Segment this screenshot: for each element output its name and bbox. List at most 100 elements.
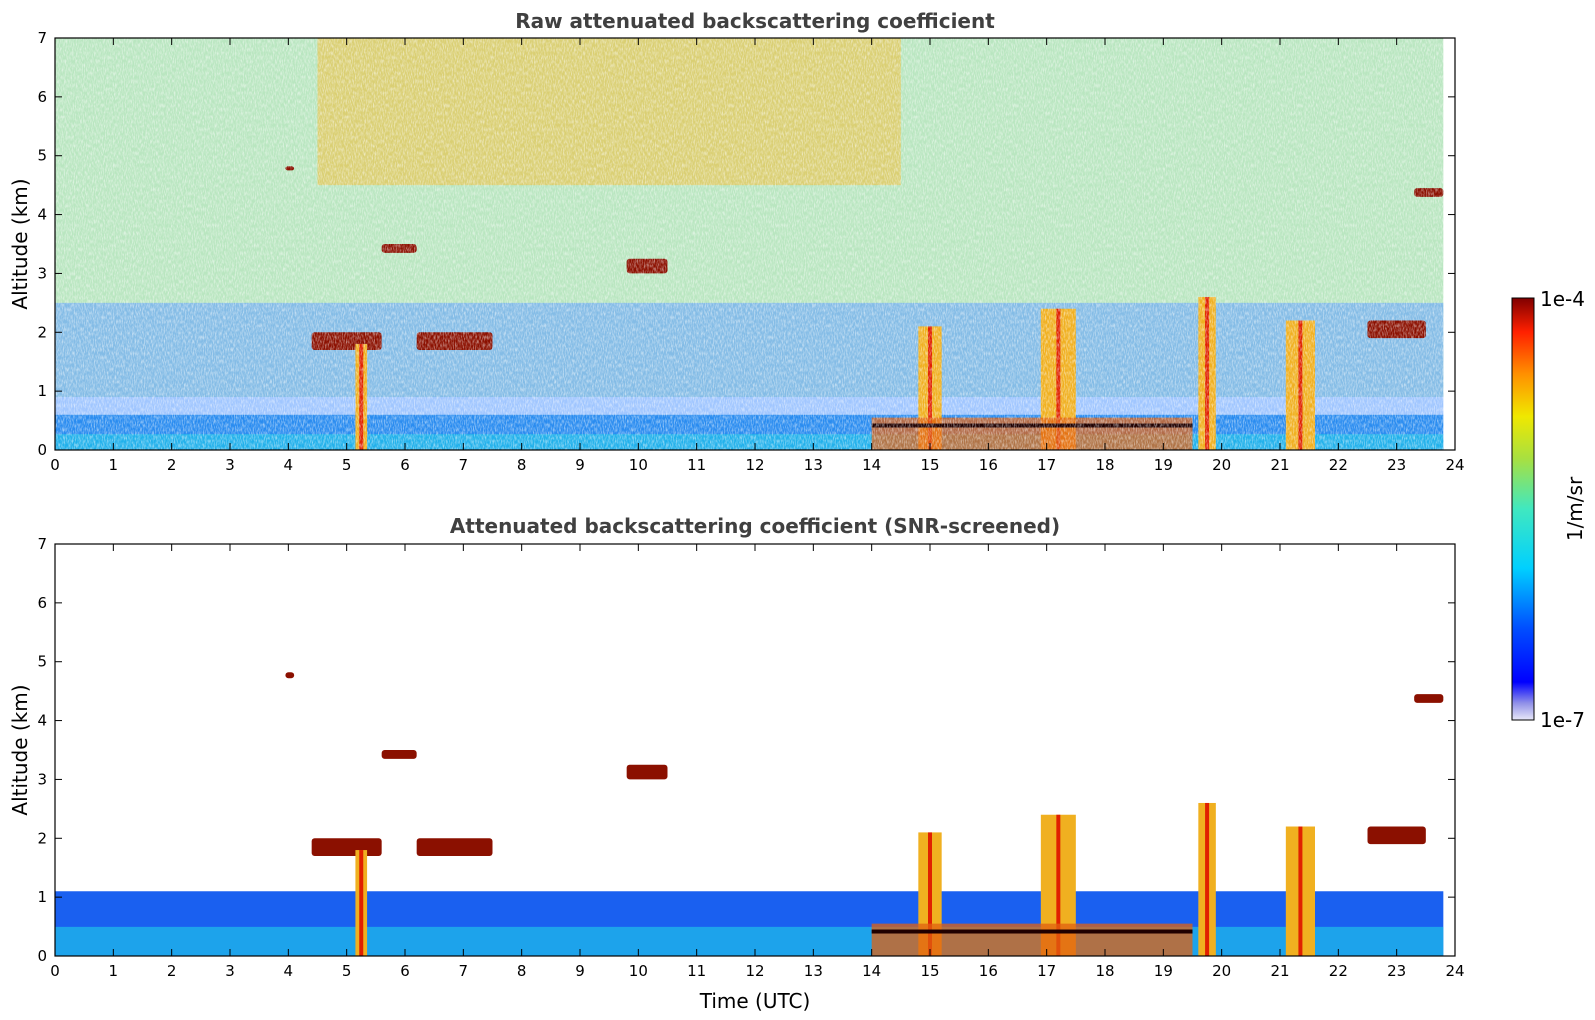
y-tick-label: 3 [37,770,47,788]
cloud-mark [1367,826,1426,845]
x-tick-label: 11 [687,456,706,474]
y-tick-label: 6 [37,88,47,106]
x-tick-label: 8 [517,456,527,474]
precip-core-mark [1205,802,1210,956]
x-tick-label: 10 [629,962,648,980]
panel-raw-plot-area [55,38,1455,450]
x-tick-label: 23 [1387,456,1406,474]
y-tick-label: 0 [37,441,47,459]
y-tick-label: 2 [37,323,47,341]
x-tick-label: 21 [1270,962,1289,980]
colorbar-max-label: 1e-4 [1540,287,1585,311]
x-tick-label: 1 [109,456,119,474]
cloud-mark [311,838,382,856]
x-tick-label: 19 [1154,456,1173,474]
x-tick-label: 12 [745,962,764,980]
y-tick-label: 7 [37,535,47,553]
x-tick-label: 6 [400,456,410,474]
x-tick-label: 5 [342,962,352,980]
x-tick-label: 20 [1212,456,1231,474]
x-tick-label: 15 [920,962,939,980]
y-tick-label: 0 [37,947,47,965]
panel-screened-ticks: 0 1 2 3 4 5 6 7 8 9 10 11 12 13 14 15 16 17 18 19 20 21 22 23 24… [37,535,1464,980]
x-tick-label: 19 [1154,962,1173,980]
x-tick-label: 7 [459,456,469,474]
low-cloud-top [871,929,1193,934]
colorbar-unit-label: 1/m/sr [1563,476,1587,541]
x-tick-label: 2 [167,962,177,980]
x-tick-label: 1 [109,962,119,980]
cloud-mark [416,838,493,856]
x-tick-label: 23 [1387,962,1406,980]
x-tick-label: 3 [225,456,235,474]
x-tick-label: 5 [342,456,352,474]
x-tick-label: 6 [400,962,410,980]
panel-screened-title: Attenuated backscattering coefficient (S… [450,514,1060,538]
precip-core-mark [928,832,932,956]
x-tick-label: 20 [1212,962,1231,980]
x-tick-label: 9 [575,962,585,980]
x-tick-label: 16 [979,456,998,474]
x-tick-label: 0 [50,962,60,980]
y-tick-label: 4 [37,206,47,224]
panel-screened-background [55,544,1455,956]
x-tick-label: 11 [687,962,706,980]
y-tick-label: 1 [37,382,47,400]
x-tick-label: 21 [1270,456,1289,474]
x-tick-label: 3 [225,962,235,980]
x-tick-label: 13 [804,456,823,474]
x-tick-label: 4 [284,456,294,474]
x-tick-label: 22 [1329,456,1348,474]
x-tick-label: 14 [862,456,881,474]
x-tick-label: 10 [629,456,648,474]
panel-screened-plot-area [55,544,1455,956]
x-tick-label: 14 [862,962,881,980]
panel-screened: Attenuated backscattering coefficient (S… [8,514,1465,1013]
x-tick-label: 15 [920,456,939,474]
cloud-mark [285,672,295,679]
y-tick-label: 3 [37,264,47,282]
x-tick-label: 0 [50,456,60,474]
panel-raw-title: Raw attenuated backscattering coefficien… [515,9,995,33]
x-tick-label: 22 [1329,962,1348,980]
precip-core-mark [1298,826,1303,956]
panel-raw-ylabel: Altitude (km) [8,178,32,309]
x-tick-label: 9 [575,456,585,474]
panel-raw-ticks: 0 1 2 3 4 5 6 7 8 9 10 11 12 13 14 15 16 17 18 19 20 21 22 23 24… [37,29,1464,474]
y-tick-label: 2 [37,829,47,847]
x-tick-label: 7 [459,962,469,980]
boundary-layer-lower [55,926,1444,956]
cloud-mark [1414,694,1444,703]
precip-core-mark [359,850,364,956]
precip-core-mark [1056,814,1061,956]
cloud-mark [381,750,417,759]
cloud-mark [626,764,668,780]
panel-raw-noise-overlay [55,38,1455,450]
x-tick-label: 17 [1037,456,1056,474]
x-tick-label: 4 [284,962,294,980]
x-tick-label: 18 [1095,962,1114,980]
panel-screened-features [55,672,1444,956]
low-cloud-layer [871,923,1193,956]
x-tick-label: 13 [804,962,823,980]
panel-raw: Raw attenuated backscattering coefficien… [8,9,1465,474]
y-tick-label: 5 [37,147,47,165]
y-tick-label: 1 [37,888,47,906]
x-tick-label: 16 [979,962,998,980]
colorbar: 1e-4 1e-7 1/m/sr [1511,287,1587,732]
panel-screened-ylabel: Altitude (km) [8,684,32,815]
y-tick-label: 4 [37,712,47,730]
y-tick-label: 7 [37,29,47,47]
colorbar-gradient [1511,297,1535,721]
x-tick-label: 24 [1445,962,1464,980]
x-tick-label: 8 [517,962,527,980]
panel-screened-xlabel: Time (UTC) [699,989,811,1013]
x-tick-label: 17 [1037,962,1056,980]
y-tick-label: 6 [37,594,47,612]
x-tick-label: 24 [1445,456,1464,474]
y-tick-label: 5 [37,653,47,671]
x-tick-label: 2 [167,456,177,474]
x-tick-label: 12 [745,456,764,474]
x-tick-label: 18 [1095,456,1114,474]
